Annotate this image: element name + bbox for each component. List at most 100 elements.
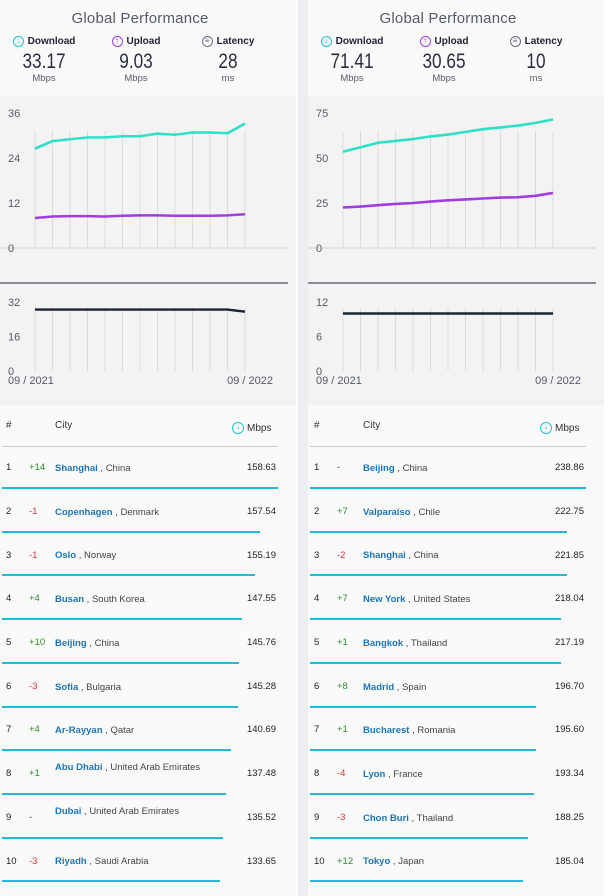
table-row[interactable]: 4 +4 Busan , South Korea 147.55 [0, 577, 296, 621]
table-row[interactable]: 5 +1 Bangkok , Thailand 217.19 [308, 621, 604, 665]
city-link[interactable]: Valparaíso [363, 506, 411, 518]
y-tick-label: 24 [8, 153, 20, 165]
city-link[interactable]: Bangkok [363, 637, 404, 649]
city-link[interactable]: Shanghai [55, 463, 98, 474]
metric-latency: ≡ Latency 28 ms [182, 34, 274, 84]
city-link[interactable]: Copenhagen [55, 506, 113, 518]
speed-bar [2, 487, 278, 489]
city-country-separator: , [394, 463, 403, 474]
city-country-separator: , [409, 725, 418, 737]
series-line-latency [35, 308, 246, 313]
table-row[interactable]: 6 +8 Madrid , Spain 196.70 [308, 665, 604, 709]
table-row[interactable]: 10 +12 Tokyo , Japan 185.04 [308, 839, 604, 883]
x-axis-end-label: 09 / 2022 [535, 375, 581, 387]
latency-y-tick-label: 16 [8, 332, 20, 344]
city-link[interactable]: Dubai [55, 805, 82, 817]
metric-label: Download [27, 35, 76, 47]
upload-icon: ↑ [111, 35, 123, 47]
city-link[interactable]: Shanghai [363, 550, 406, 562]
table-row[interactable]: 1 +14 Shanghai , China 158.63 [0, 446, 296, 490]
city-link[interactable]: Abu Dhabi [55, 761, 103, 773]
performance-panel-right: Global Performance ↓ Download 71.41 Mbps ↑ Upl… [308, 0, 604, 896]
rank: 4 [6, 593, 12, 605]
speed-bar [310, 618, 562, 621]
speed-bar [2, 574, 255, 577]
city-link[interactable]: Bucharest [363, 725, 410, 737]
speed-bar [310, 705, 537, 708]
performance-chart-svg: 0 25 50 75 0 6 12 09 / 2021 09 / 2022 [308, 108, 596, 387]
metric-unit: ms [529, 73, 543, 84]
city-country-separator: , [385, 768, 394, 780]
table-row[interactable]: 4 +7 New York , United States 218.04 [308, 577, 604, 621]
table-row[interactable]: 9 -3 Chon Buri , Thailand 188.25 [308, 796, 604, 840]
header-mbps-wrap: ↓ Mbps [232, 422, 271, 434]
city-cell: Bucharest , Romania [363, 708, 518, 752]
country-name: Qatar [110, 725, 135, 737]
city-link[interactable]: New York [363, 594, 406, 606]
table-row[interactable]: 2 +7 Valparaíso , Chile 222.75 [308, 490, 604, 534]
country-name: Japan [398, 856, 425, 868]
city-link[interactable]: Busan [55, 594, 85, 606]
table-row[interactable]: 2 -1 Copenhagen , Denmark 157.54 [0, 490, 296, 534]
table-row[interactable]: 8 -4 Lyon , France 193.34 [308, 752, 604, 796]
rank: 9 [6, 811, 12, 823]
country-name: China [402, 463, 428, 474]
rank: 7 [6, 724, 12, 736]
city-link[interactable]: Beijing [55, 637, 87, 649]
rank: 8 [314, 768, 320, 780]
speed-value: 195.60 [554, 724, 584, 736]
city-ranking-table: # City ↓ Mbps 1 +14 Shanghai , China 158.63 2 -1 C… [0, 406, 296, 896]
country-name: Spain [402, 681, 427, 693]
metric-label-row: ↓ Download [308, 34, 398, 48]
table-row[interactable]: 3 -1 Oslo , Norway 155.19 [0, 533, 296, 577]
metric-value: 30.65 [422, 50, 466, 73]
summary-header: Global Performance ↓ Download 33.17 Mbps ↑ Upl… [0, 0, 296, 96]
table-row[interactable]: 9 - Dubai , United Arab Emirates 135.52 [0, 796, 296, 840]
speed-value: 238.86 [554, 462, 584, 474]
rank-change: +10 [29, 637, 46, 649]
city-link[interactable]: Chon Buri [363, 812, 409, 824]
city-country-separator: , [403, 637, 411, 649]
city-link[interactable]: Sofia [55, 681, 79, 693]
city-cell: Bangkok , Thailand [363, 621, 518, 665]
table-row[interactable]: 5 +10 Beijing , China 145.76 [0, 621, 296, 665]
city-link[interactable]: Madrid [363, 681, 395, 693]
country-name: China [413, 550, 439, 562]
table-row[interactable]: 8 +1 Abu Dhabi , United Arab Emirates 137.4… [0, 752, 296, 796]
table-row[interactable]: 7 +4 Ar-Rayyan , Qatar 140.69 [0, 708, 296, 752]
metric-value: 28 [218, 50, 238, 73]
city-link[interactable]: Beijing [363, 463, 395, 474]
header-divider [310, 446, 586, 447]
rank: 1 [314, 462, 320, 474]
speed-value: 140.69 [246, 724, 276, 736]
rank-change: -3 [337, 811, 346, 823]
y-tick-label: 12 [8, 198, 20, 210]
city-country-separator: , [102, 725, 111, 737]
metric-label: Upload [126, 35, 161, 47]
table-row[interactable]: 7 +1 Bucharest , Romania 195.60 [308, 708, 604, 752]
speed-bar [310, 792, 534, 795]
table-row[interactable]: 6 -3 Sofia , Bulgaria 145.28 [0, 665, 296, 709]
city-link[interactable]: Tokyo [363, 856, 391, 868]
speed-value: 185.04 [554, 855, 584, 867]
rank: 3 [314, 549, 320, 561]
city-cell: Ar-Rayyan , Qatar [55, 708, 210, 752]
country-name: Chile [418, 506, 441, 518]
city-link[interactable]: Riyadh [55, 856, 87, 868]
country-name: Thailand [410, 637, 448, 649]
city-link[interactable]: Lyon [363, 768, 386, 780]
metric-upload: ↑ Upload 30.65 Mbps [398, 34, 490, 84]
city-link[interactable]: Ar-Rayyan [55, 725, 103, 737]
header-city: City [363, 420, 381, 431]
table-row[interactable]: 10 -3 Riyadh , Saudi Arabia 133.65 [0, 839, 296, 883]
metric-value: 71.41 [330, 50, 374, 73]
table-row[interactable]: 1 - Beijing , China 238.86 [308, 446, 604, 490]
city-country-separator: , [97, 463, 106, 474]
speed-bar [310, 661, 562, 664]
performance-panel-left: Global Performance ↓ Download 33.17 Mbps ↑ Upl… [0, 0, 296, 896]
speed-bar [310, 880, 523, 883]
city-link[interactable]: Oslo [55, 550, 77, 562]
metric-download: ↓ Download 71.41 Mbps [308, 34, 398, 84]
metric-unit: Mbps [32, 73, 56, 84]
table-row[interactable]: 3 -2 Shanghai , China 221.85 [308, 533, 604, 577]
